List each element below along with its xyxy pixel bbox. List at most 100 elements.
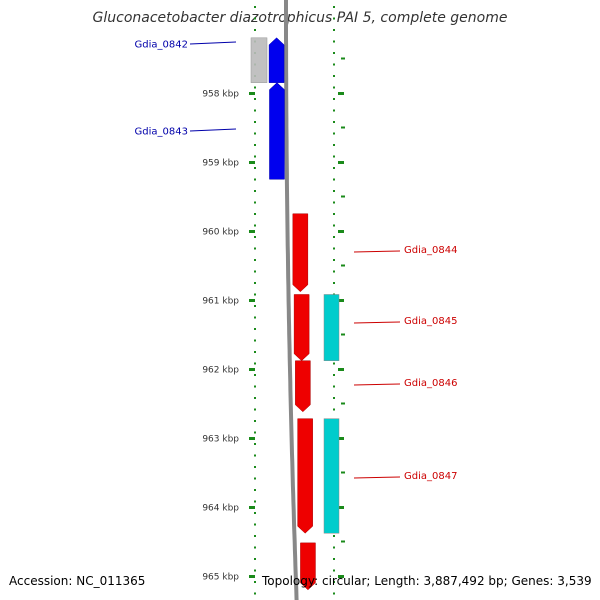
scale-tick <box>338 92 344 95</box>
scale-dot <box>254 6 256 8</box>
scale-minor-tick <box>341 57 345 60</box>
scale-dot <box>333 535 335 537</box>
scale-tick-label: 964 kbp <box>202 504 239 514</box>
gene-label: Gdia_0846 <box>404 378 457 389</box>
scale-tick <box>249 230 255 233</box>
scale-dot <box>333 592 335 595</box>
scale-dot <box>254 190 256 192</box>
gene-label: Gdia_0844 <box>404 245 457 256</box>
scale-tick <box>338 437 344 440</box>
scale-tick <box>249 368 255 371</box>
scale-dot <box>254 213 256 215</box>
scale-dot <box>254 328 256 330</box>
scale-tick <box>249 161 255 164</box>
scale-dot <box>254 581 256 583</box>
scale-dot <box>333 201 335 204</box>
scale-dot <box>254 144 256 146</box>
scale-dot <box>333 86 335 89</box>
scale-dot <box>333 144 335 146</box>
gene-label-leader <box>353 476 401 479</box>
scale-dot <box>333 558 335 560</box>
scale-dot <box>333 385 335 388</box>
scale-tick <box>249 437 255 440</box>
scale-dot <box>254 155 256 158</box>
scale-dot <box>333 29 335 31</box>
gene-arrow <box>300 542 316 591</box>
feature-box <box>250 37 268 83</box>
scale-tick <box>338 368 344 371</box>
scale-dot <box>254 339 256 342</box>
scale-dot <box>333 190 335 192</box>
map-title: Gluconacetobacter diazotrophicus PAI 5, … <box>92 10 508 26</box>
scale-dot <box>254 500 256 503</box>
scale-dot <box>254 282 256 284</box>
gene-arrow <box>292 213 309 293</box>
gene-arrow <box>293 294 310 362</box>
scale-dot <box>333 247 335 250</box>
scale-dot <box>254 98 256 100</box>
feature-box <box>323 418 340 534</box>
accession-label: Accession: NC_011365 <box>9 574 146 588</box>
scale-dot <box>254 592 256 595</box>
scale-dot <box>254 305 256 307</box>
scale-dot <box>333 546 335 549</box>
scale-dot <box>254 224 256 227</box>
scale-dot <box>333 63 335 66</box>
scale-dot <box>254 121 256 123</box>
scale-dot <box>333 282 335 284</box>
gene-label-leader <box>353 321 401 324</box>
scale-dot <box>333 6 335 8</box>
scale-dot <box>333 397 335 399</box>
scale-dot <box>254 431 256 434</box>
scale-dot <box>254 569 256 572</box>
scale-dot <box>254 201 256 204</box>
scale-dot <box>254 86 256 89</box>
scale-minor-tick <box>341 402 345 405</box>
scale-dot <box>254 109 256 112</box>
scale-minor-tick <box>341 195 345 198</box>
scale-dot <box>333 259 335 261</box>
scale-dot <box>333 236 335 238</box>
scale-dot <box>254 466 256 468</box>
scale-dot <box>333 52 335 54</box>
scale-dot <box>254 558 256 560</box>
scale-tick-label: 960 kbp <box>202 228 239 238</box>
scale-tick <box>338 299 344 302</box>
scale-dot <box>254 477 256 480</box>
scale-dot <box>254 293 256 296</box>
gene-arrow <box>269 82 285 180</box>
scale-tick-label: 963 kbp <box>202 435 239 445</box>
scale-minor-tick <box>341 540 345 543</box>
scale-tick <box>249 506 255 509</box>
scale-dot <box>254 316 256 319</box>
scale-tick <box>338 161 344 164</box>
scale-dot <box>254 236 256 238</box>
scale-dot <box>254 443 256 445</box>
scale-minor-tick <box>341 126 345 129</box>
scale-dot <box>333 408 335 411</box>
scale-dot <box>254 535 256 537</box>
scale-tick-label: 961 kbp <box>202 297 239 307</box>
scale-dot <box>254 546 256 549</box>
gene-label: Gdia_0843 <box>135 127 188 138</box>
scale-dot <box>254 29 256 31</box>
gene-label-leader <box>353 250 401 253</box>
scale-tick <box>249 299 255 302</box>
scale-tick <box>249 92 255 95</box>
gene-arrow <box>268 37 285 83</box>
gene-label-leader <box>353 383 401 386</box>
gene-label: Gdia_0842 <box>135 40 188 51</box>
scale-tick <box>338 506 344 509</box>
scale-dot <box>333 17 335 20</box>
scale-dot <box>333 167 335 169</box>
scale-dot <box>254 178 256 181</box>
scale-dot <box>254 454 256 457</box>
scale-dot <box>254 259 256 261</box>
scale-dot <box>254 167 256 169</box>
gene-label: Gdia_0847 <box>404 471 457 482</box>
scale-dot <box>254 397 256 399</box>
scale-dot <box>333 270 335 273</box>
scale-dot <box>333 362 335 365</box>
gene-label-leader <box>189 128 237 132</box>
scale-tick <box>338 575 344 578</box>
